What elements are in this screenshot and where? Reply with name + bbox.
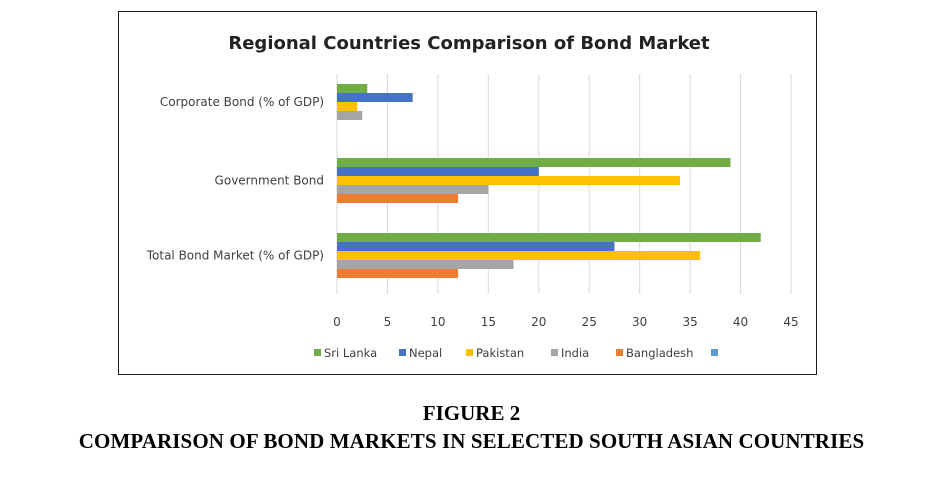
legend-label: India <box>561 346 589 360</box>
legend-swatch <box>399 349 406 356</box>
bar-india <box>337 185 489 194</box>
x-tick-label: 35 <box>682 315 697 329</box>
bar-nepal <box>337 167 539 176</box>
legend-item: Pakistan <box>466 346 524 360</box>
bar-nepal <box>337 242 615 251</box>
legend-swatch <box>711 349 718 356</box>
legend-item: Sri Lanka <box>314 346 377 360</box>
legend: Sri Lanka Nepal Pakistan India Bangladesh <box>314 346 718 360</box>
x-tick-labels: 0 5 10 15 20 25 30 35 40 45 <box>333 315 798 329</box>
bar-bangladesh <box>337 194 459 203</box>
legend-label: Pakistan <box>476 346 524 360</box>
x-tick-label: 45 <box>783 315 798 329</box>
x-tick-label: 25 <box>582 315 597 329</box>
legend-swatch <box>551 349 558 356</box>
bar-pakistan <box>337 102 358 111</box>
chart-title: Regional Countries Comparison of Bond Ma… <box>228 33 710 54</box>
x-tick-label: 30 <box>632 315 647 329</box>
legend-item: India <box>551 346 589 360</box>
legend-swatch <box>616 349 623 356</box>
category-labels: Corporate Bond (% of GDP) Government Bond… <box>146 95 324 263</box>
chart-frame: Regional Countries Comparison of Bond Ma… <box>118 11 817 375</box>
legend-label: Sri Lanka <box>324 346 377 360</box>
bar-pakistan <box>337 176 681 185</box>
figure-caption: COMPARISON OF BOND MARKETS IN SELECTED S… <box>78 429 865 453</box>
legend-label: Nepal <box>409 346 442 360</box>
legend-label: Bangladesh <box>626 346 693 360</box>
legend-item: Bangladesh <box>616 346 693 360</box>
bar-sri-lanka <box>337 233 761 242</box>
x-tick-label: 10 <box>430 315 445 329</box>
x-tick-label: 40 <box>733 315 748 329</box>
bar-india <box>337 260 514 269</box>
x-tick-label: 20 <box>531 315 546 329</box>
x-tick-label: 0 <box>333 315 341 329</box>
legend-item <box>711 349 718 356</box>
x-tick-label: 5 <box>384 315 392 329</box>
category-label: Total Bond Market (% of GDP) <box>146 249 324 263</box>
legend-swatch <box>466 349 473 356</box>
bar-bangladesh <box>337 269 459 278</box>
bars <box>337 84 761 278</box>
legend-swatch <box>314 349 321 356</box>
figure-number: FIGURE 2 <box>422 401 521 425</box>
x-tick-label: 15 <box>481 315 496 329</box>
bar-pakistan <box>337 251 701 260</box>
legend-item: Nepal <box>399 346 442 360</box>
bar-india <box>337 111 363 120</box>
category-label: Government Bond <box>215 174 324 188</box>
bar-sri-lanka <box>337 158 731 167</box>
bar-sri-lanka <box>337 84 368 93</box>
bar-nepal <box>337 93 413 102</box>
category-label: Corporate Bond (% of GDP) <box>160 95 324 109</box>
bond-market-chart: Regional Countries Comparison of Bond Ma… <box>146 33 799 360</box>
